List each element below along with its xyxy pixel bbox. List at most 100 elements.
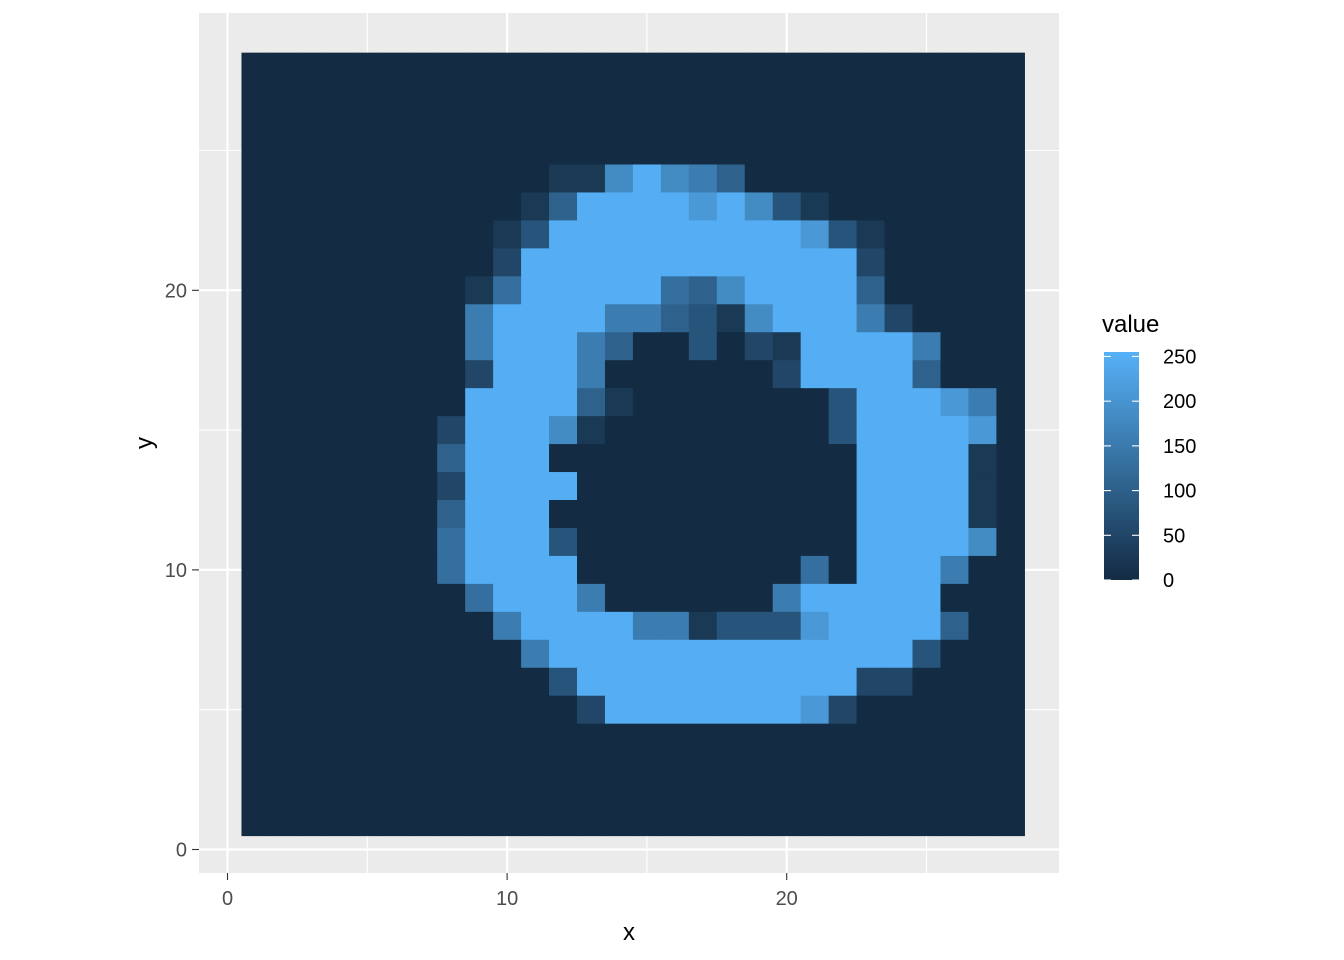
heatmap-cell (856, 667, 886, 697)
x-axis: 0 10 20 (222, 873, 798, 910)
heatmap-cell (577, 136, 606, 166)
heatmap-cell (381, 472, 410, 501)
heatmap-cells (241, 52, 1025, 837)
heatmap-cell (884, 527, 914, 557)
heatmap-cell (632, 807, 662, 837)
heatmap-cell (465, 416, 494, 445)
heatmap-cell (437, 807, 466, 837)
heatmap-cell (604, 360, 634, 389)
heatmap-cell (800, 807, 830, 837)
heatmap-cell (996, 583, 1025, 613)
heatmap-cell (632, 555, 662, 585)
heatmap-cell (632, 136, 662, 166)
heatmap-cell (940, 192, 970, 221)
heatmap-cell (409, 360, 438, 389)
heatmap-cell (940, 639, 970, 669)
heatmap-cell (884, 220, 914, 249)
heatmap-cell (437, 695, 466, 725)
heatmap-cell (269, 304, 298, 333)
heatmap-cell (297, 276, 326, 305)
heatmap-cell (744, 639, 774, 669)
heatmap-cell (269, 695, 298, 725)
heatmap-cell (716, 276, 746, 305)
heatmap-cell (772, 779, 802, 809)
heatmap-cell (604, 667, 634, 697)
heatmap-cell (968, 416, 997, 445)
y-tick-label: 0 (176, 840, 187, 862)
heatmap-cell (688, 304, 718, 333)
heatmap-cell (577, 276, 606, 305)
heatmap-cell (996, 472, 1025, 501)
heatmap-cell (465, 192, 494, 221)
heatmap-cell (381, 723, 410, 753)
heatmap-cell (604, 583, 634, 613)
heatmap-cell (437, 611, 466, 641)
heatmap-cell (409, 416, 438, 445)
heatmap-cell (521, 332, 550, 361)
y-axis: 0 10 20 (165, 280, 199, 862)
heatmap-cell (269, 388, 298, 417)
heatmap-cell (940, 444, 970, 473)
heatmap-cell (297, 360, 326, 389)
heatmap-cell (688, 472, 718, 501)
heatmap-cell (632, 583, 662, 613)
heatmap-cell (241, 304, 271, 333)
heatmap-cell (465, 695, 494, 725)
heatmap-cell (772, 80, 802, 110)
heatmap-cell (577, 248, 606, 277)
heatmap-cell (744, 248, 774, 277)
heatmap-cell (493, 779, 522, 809)
heatmap-cell (437, 360, 466, 389)
heatmap-cell (828, 639, 858, 669)
heatmap-cell (744, 388, 774, 417)
heatmap-cell (409, 164, 438, 194)
heatmap-cell (549, 108, 578, 138)
heatmap-cell (325, 611, 354, 641)
heatmap-cell (381, 807, 410, 837)
heatmap-cell (521, 583, 550, 613)
heatmap-cell (660, 248, 690, 277)
heatmap-cell (549, 667, 578, 697)
heatmap-cell (604, 304, 634, 333)
heatmap-cell (996, 52, 1025, 82)
heatmap-cell (521, 555, 550, 585)
heatmap-cell (884, 555, 914, 585)
heatmap-cell (297, 639, 326, 669)
heatmap-cell (716, 332, 746, 361)
heatmap-cell (353, 527, 382, 557)
heatmap-cell (521, 80, 550, 110)
heatmap-cell (856, 220, 886, 249)
heatmap-cell (800, 555, 830, 585)
heatmap-cell (828, 500, 858, 529)
x-tick-label: 20 (776, 888, 798, 910)
heatmap-cell (940, 164, 970, 194)
heatmap-cell (660, 723, 690, 753)
heatmap-cell (381, 164, 410, 194)
heatmap-cell (660, 667, 690, 697)
heatmap-cell (772, 583, 802, 613)
heatmap-cell (577, 751, 606, 781)
legend-title: value (1102, 311, 1159, 338)
heatmap-cell (996, 779, 1025, 809)
heatmap-cell (493, 304, 522, 333)
legend-label: 0 (1163, 570, 1174, 592)
heatmap-cell (884, 779, 914, 809)
heatmap-cell (688, 723, 718, 753)
heatmap-cell (940, 611, 970, 641)
heatmap-cell (968, 164, 997, 194)
heatmap-cell (437, 220, 466, 249)
heatmap-cell (465, 388, 494, 417)
y-axis-title: y (131, 437, 158, 449)
heatmap-cell (744, 444, 774, 473)
heatmap-cell (325, 527, 354, 557)
heatmap-cell (744, 332, 774, 361)
heatmap-cell (353, 555, 382, 585)
heatmap-cell (912, 108, 942, 138)
heatmap-cell (297, 555, 326, 585)
heatmap-cell (940, 136, 970, 166)
heatmap-cell (940, 695, 970, 725)
heatmap-cell (521, 192, 550, 221)
heatmap-cell (381, 388, 410, 417)
heatmap-cell (493, 611, 522, 641)
heatmap-cell (940, 388, 970, 417)
